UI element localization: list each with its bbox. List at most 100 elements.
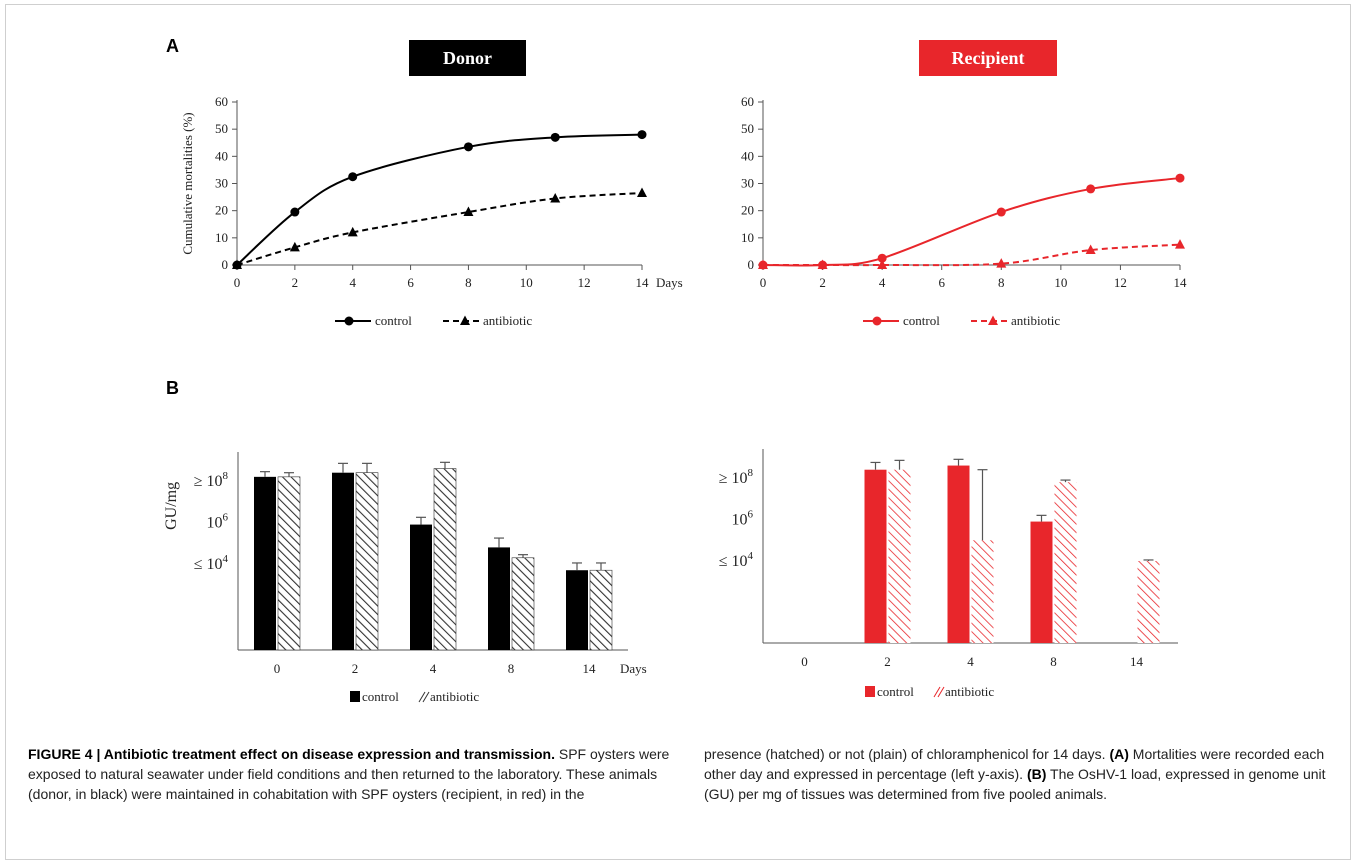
x-tick-label: 6 [938,275,945,290]
bar-antibiotic-8 [1054,482,1077,643]
y-tick-label: ≤ 104 [194,553,229,573]
panel-label-a: A [166,36,179,56]
data-point-antibiotic [877,259,888,269]
legend-swatch-antibiotic [422,691,430,703]
y-tick-label: 20 [741,203,754,218]
series-line-control [762,177,1181,267]
y-tick-label: 10 [741,230,754,245]
x-tick-label: 0 [234,275,241,290]
data-point-antibiotic [550,192,561,203]
legend-label-antibiotic: antibiotic [945,684,994,699]
caption-title: FIGURE 4 | Antibiotic treatment effect o… [28,746,555,762]
bar-control-0 [254,476,276,650]
x-tick-label: 14 [583,661,597,676]
chart-title: Recipient [952,48,1025,68]
bar-control-2 [332,472,354,650]
x-tick-label: 4 [879,275,886,290]
data-point-antibiotic [1175,239,1185,249]
data-point-control [348,172,358,182]
legend-marker-antibiotic [988,315,998,325]
x-tick-label: 2 [352,661,359,676]
x-tick-label: 0 [760,275,767,290]
figure-frame [5,4,1351,860]
x-tick-label: 0 [801,654,808,669]
x-tick-label: 14 [636,275,650,290]
legend-swatch-control [350,691,360,702]
data-point-control [550,132,560,142]
data-point-control [1086,184,1096,194]
x-tick-label: 4 [349,275,356,290]
legend-swatch-antibiotic [937,686,945,698]
caption-left-text: SPF oysters were exposed to natural seaw… [28,746,670,802]
x-tick-label: 4 [967,654,974,669]
legend-swatch-control [865,686,875,697]
panel-label-b: B [166,378,179,398]
bar-control-4 [410,524,432,650]
data-point-antibiotic [347,226,358,237]
x-tick-label: 10 [1054,275,1067,290]
bar-control-4 [947,465,970,643]
caption-right-text-1: presence (hatched) or not (plain) of chl… [704,746,1110,762]
data-point-control [290,207,300,217]
y-tick-label: 60 [741,94,754,109]
legend-swatch-antibiotic [933,686,941,698]
x-tick-label: 14 [1174,275,1188,290]
x-tick-label: 8 [508,661,515,676]
x-tick-label: 8 [465,275,472,290]
chart-title-box [919,40,1057,76]
bar-antibiotic-0 [277,476,301,651]
chart-title-box [409,40,526,76]
x-tick-label: 12 [578,275,591,290]
data-point-antibiotic [1085,244,1096,255]
data-point-antibiotic [996,258,1007,268]
x-tick-label: 2 [884,654,891,669]
caption-left: FIGURE 4 | Antibiotic treatment effect o… [28,744,678,804]
data-point-antibiotic [637,187,647,198]
y-tick-label: 0 [222,257,229,272]
legend-marker-antibiotic [460,315,470,325]
bar-antibiotic-8 [511,557,535,651]
legend-label-control: control [877,684,914,699]
bar-control-2 [864,469,887,643]
bar-antibiotic-14 [1137,561,1160,643]
caption-right-text-3: The OsHV-1 load, expressed in genome uni… [704,766,1326,802]
y-tick-label: 20 [215,203,228,218]
data-point-control [463,142,473,152]
y-tick-label: 30 [215,176,228,191]
y-tick-label: 50 [741,121,754,136]
caption-right-text-2: Mortalities were recorded each other day… [704,746,1325,782]
y-tick-label: 106 [732,509,754,529]
x-tick-label: 4 [430,661,437,676]
y-tick-label: 60 [215,94,228,109]
x-tick-label: 10 [520,275,533,290]
x-tick-label: 6 [407,275,414,290]
bar-antibiotic-4 [971,540,994,643]
data-point-control [637,130,647,140]
chart-title: Donor [443,48,492,68]
y-tick-label: 10 [215,230,228,245]
y-tick-label: ≥ 108 [719,467,754,487]
x-tick-label: 2 [292,275,299,290]
series-line-antibiotic [236,192,643,266]
legend-label-antibiotic: antibiotic [483,313,532,328]
y-tick-label: ≤ 104 [719,550,754,570]
caption-ref-b: (B) [1026,766,1047,782]
y-axis-label: GU/mg [163,482,180,530]
bar-antibiotic-4 [433,468,457,651]
x-tick-label: 14 [1130,654,1144,669]
legend-label-control: control [375,313,412,328]
legend-label-control: control [362,689,399,704]
legend-label-antibiotic: antibiotic [430,689,479,704]
legend-swatch-antibiotic [418,691,426,703]
x-tick-label: 12 [1114,275,1127,290]
data-point-antibiotic [817,259,828,269]
y-tick-label: 106 [207,512,229,532]
bar-antibiotic-2 [355,472,379,651]
caption-right: presence (hatched) or not (plain) of chl… [704,744,1344,804]
x-axis-label: Days [656,275,683,290]
legend-marker-control [344,316,354,326]
caption-ref-a: (A) [1109,746,1129,762]
data-point-control [877,253,887,263]
y-tick-label: 40 [215,148,228,163]
